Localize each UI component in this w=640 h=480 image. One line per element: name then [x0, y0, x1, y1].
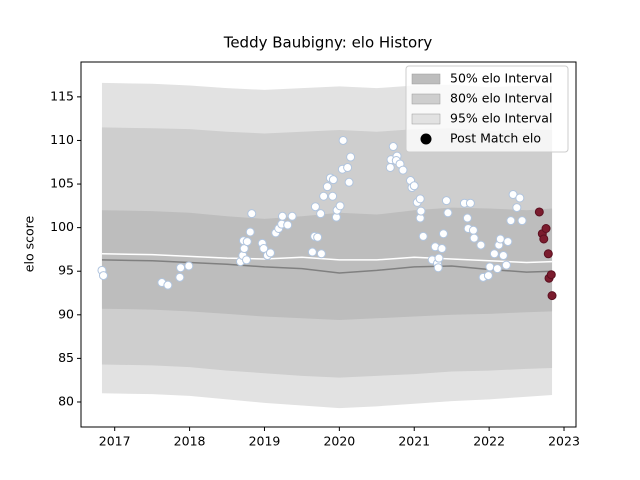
elo-point	[534, 207, 544, 217]
elo-point	[495, 234, 505, 244]
elo-point	[319, 191, 329, 201]
elo-point	[543, 249, 553, 259]
elo-point	[307, 247, 317, 257]
x-tick-label: 2021	[398, 434, 430, 449]
elo-point	[476, 240, 486, 250]
elo-point	[547, 291, 557, 301]
elo-point	[247, 209, 257, 219]
y-tick-label: 95	[58, 263, 74, 278]
elo-point	[265, 248, 275, 258]
y-tick-label: 115	[50, 88, 74, 103]
interval-band	[101, 207, 553, 321]
axes-frame	[80, 61, 577, 428]
elo-point	[437, 244, 447, 254]
elo-point	[335, 201, 345, 211]
y-tick-label: 80	[58, 393, 74, 408]
elo-point	[316, 249, 326, 259]
elo-point	[418, 231, 428, 241]
y-tick-label: 105	[50, 176, 74, 191]
elo-point	[433, 263, 443, 273]
elo-point	[259, 244, 269, 254]
elo-point	[469, 233, 479, 243]
y-axis-label: elo score	[22, 216, 37, 273]
legend-label: 95% elo Interval	[450, 111, 552, 126]
elo-point	[175, 272, 185, 282]
elo-point	[485, 262, 495, 272]
elo-point	[498, 251, 508, 261]
elo-point	[344, 177, 354, 187]
elo-point	[398, 165, 408, 175]
elo-line	[101, 253, 553, 264]
elo-point	[415, 194, 425, 204]
elo-point	[98, 271, 108, 281]
y-tick-label: 100	[50, 219, 74, 234]
elo-point	[322, 182, 332, 192]
x-tick-label: 2019	[249, 434, 281, 449]
elo-point	[468, 225, 478, 235]
elo-point	[346, 152, 356, 162]
legend-label: 50% elo Interval	[450, 71, 552, 86]
elo-point	[416, 206, 426, 216]
y-tick-label: 85	[58, 350, 74, 365]
elo-point	[443, 208, 453, 218]
elo-point	[242, 237, 252, 247]
elo-point	[388, 142, 398, 152]
legend-label: 80% elo Interval	[450, 91, 552, 106]
elo-point	[462, 213, 472, 223]
legend-box	[405, 65, 569, 153]
elo-point	[310, 202, 320, 212]
elo-point	[343, 162, 353, 172]
y-tick-label: 90	[58, 306, 74, 321]
elo-point	[277, 211, 287, 221]
elo-point	[465, 198, 475, 208]
elo-point	[338, 135, 348, 145]
elo-point	[241, 255, 251, 265]
elo-point	[328, 191, 338, 201]
elo-point	[501, 260, 511, 270]
elo-point	[245, 227, 255, 237]
elo-point	[503, 237, 513, 247]
elo-point	[184, 261, 194, 271]
elo-point	[409, 181, 419, 191]
legend-swatch	[411, 113, 441, 125]
elo-point	[287, 211, 297, 221]
elo-point	[515, 193, 525, 203]
x-tick-label: 2018	[174, 434, 206, 449]
elo-point	[483, 271, 493, 281]
legend-swatch	[411, 73, 441, 85]
elo-point	[506, 216, 516, 226]
x-tick-label: 2023	[548, 434, 580, 449]
elo-point	[328, 175, 338, 185]
elo-point	[539, 234, 549, 244]
elo-point	[313, 232, 323, 242]
elo-point	[541, 224, 551, 234]
elo-point	[283, 220, 293, 230]
elo-point	[517, 216, 527, 226]
legend-label: Post Match elo	[450, 131, 541, 146]
chart-title: Teddy Baubigny: elo History	[223, 34, 433, 52]
legend-marker	[420, 133, 432, 145]
x-tick-label: 2017	[99, 434, 131, 449]
legend: 50% elo Interval 80% elo Interval 95% elo …	[405, 65, 569, 153]
elo-point	[441, 196, 451, 206]
elo-point	[316, 209, 326, 219]
elo-point	[385, 162, 395, 172]
elo-point	[438, 229, 448, 239]
x-tick-label: 2020	[323, 434, 355, 449]
x-tick-label: 2022	[473, 434, 505, 449]
elo-point	[163, 280, 173, 290]
elo-point	[546, 270, 556, 280]
elo-point	[512, 203, 522, 213]
elo-point	[176, 263, 186, 273]
y-tick-label: 110	[50, 132, 74, 147]
elo-point	[489, 249, 499, 259]
legend-swatch	[411, 93, 441, 105]
elo-point	[492, 264, 502, 274]
plot-area	[97, 82, 557, 409]
elo-point	[434, 253, 444, 263]
